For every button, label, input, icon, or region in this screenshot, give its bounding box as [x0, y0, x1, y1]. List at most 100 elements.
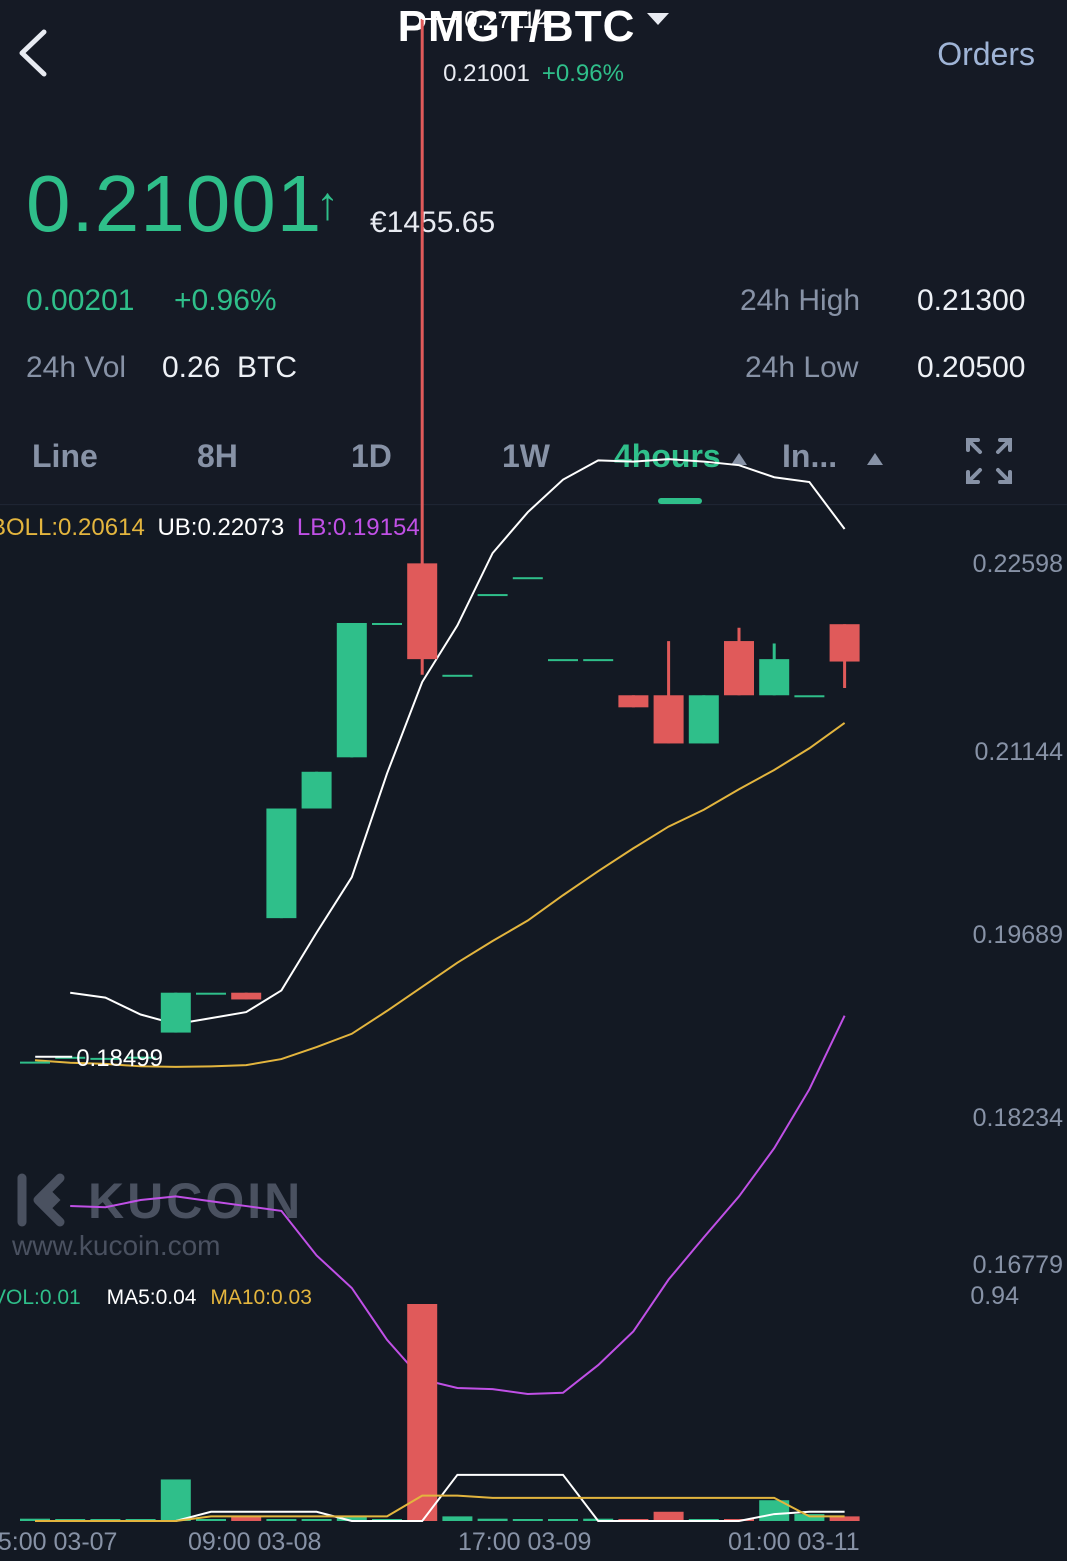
volume-bar: [196, 1519, 226, 1521]
ma10-value: MA10:0.03: [210, 1286, 312, 1309]
tab-8h[interactable]: 8H: [197, 438, 238, 474]
high-value: 0.21300: [917, 284, 1026, 317]
high-label: 24h High: [740, 284, 861, 317]
kucoin-logo-icon: [17, 1173, 65, 1227]
low-label: 24h Low: [745, 351, 859, 384]
volume-bar: [336, 1516, 367, 1521]
candle-body: [160, 992, 191, 1033]
price-axis-label: 0.19689: [972, 921, 1063, 949]
volume-axis-max: 0.94: [970, 1282, 1019, 1310]
min-price-marker: 0.18499: [76, 1045, 163, 1072]
price-axis-label: 0.16779: [972, 1251, 1063, 1279]
boll-value: BOLL:0.20614: [0, 514, 145, 541]
candle-body: [653, 695, 684, 744]
header-last-price: 0.21001: [443, 60, 530, 87]
orders-link[interactable]: Orders: [937, 36, 1035, 72]
tab-indicators[interactable]: In...: [782, 438, 884, 475]
low-value: 0.20500: [917, 351, 1026, 384]
interval-tabs: Line 8H 1D 1W 4hours In...: [0, 432, 1067, 505]
candle-body: [477, 594, 508, 597]
volume-bar: [160, 1479, 191, 1521]
tab-indicators-label: In...: [782, 438, 838, 474]
volume-label: 24h Vol: [26, 351, 127, 384]
candle-body: [266, 808, 297, 919]
volume-bar: [512, 1519, 543, 1521]
candle-body: [125, 1056, 156, 1059]
dropdown-caret-icon: [647, 13, 670, 25]
candle-body: [372, 622, 402, 625]
price-axis-label: 0.21144: [974, 738, 1063, 766]
fullscreen-icon[interactable]: [964, 436, 1014, 486]
tab-line[interactable]: Line: [32, 438, 98, 474]
time-axis-label: 17:00 03-09: [458, 1528, 592, 1556]
volume-ma10-line: [35, 1494, 845, 1522]
candle-body: [336, 622, 367, 758]
back-arrow-icon[interactable]: [14, 26, 54, 80]
tab-1d[interactable]: 1D: [351, 438, 392, 474]
vol-value: VOL:0.01: [0, 1286, 81, 1309]
candle-body: [196, 992, 226, 995]
change-percent: +0.96%: [174, 284, 277, 317]
tab-4hours-label: 4hours: [614, 438, 721, 474]
candle-body: [20, 1061, 50, 1064]
tab-1w[interactable]: 1W: [502, 438, 550, 474]
header-price-summary: 0.21001 +0.96%: [0, 60, 1067, 88]
volume-bar: [231, 1516, 262, 1521]
candle-body: [231, 992, 262, 1000]
candle-body: [301, 771, 332, 809]
top-bar: PMGT/BTC 0.21001 +0.96% Orders: [0, 0, 1067, 130]
change-absolute: 0.00201: [26, 284, 135, 317]
dropdown-triangle-icon: [867, 453, 884, 465]
candle-body: [583, 659, 614, 662]
watermark-url: www.kucoin.com: [12, 1230, 221, 1261]
header-change-pct: +0.96%: [541, 60, 624, 87]
fiat-price: €1455.65: [370, 206, 496, 239]
volume-bar: [794, 1514, 825, 1521]
volume-bar: [407, 1304, 438, 1521]
volume-bar: [266, 1519, 297, 1521]
volume-bar: [829, 1516, 860, 1521]
volume-value: 0.26 BTC: [162, 351, 298, 384]
pair-title: PMGT/BTC: [397, 2, 636, 51]
candle-body: [724, 641, 754, 696]
candle-body: [829, 624, 860, 662]
candle-body: [90, 1057, 121, 1060]
time-axis-label: 09:00 03-08: [188, 1528, 322, 1556]
chart-area[interactable]: [0, 506, 1067, 1561]
ub-value: UB:0.22073: [157, 514, 285, 541]
candle-body: [512, 577, 543, 580]
last-price: 0.21001: [26, 159, 323, 248]
volume-bar: [653, 1511, 684, 1521]
price-axis-label: 0.18234: [972, 1104, 1063, 1132]
candle-body: [794, 695, 825, 698]
candle-body: [407, 563, 438, 660]
volume-bar: [20, 1518, 50, 1521]
up-arrow-icon: ↑: [316, 177, 339, 229]
candle-body: [442, 674, 473, 677]
watermark-brand: KUCOIN: [88, 1173, 304, 1229]
ma5-value: MA5:0.04: [106, 1286, 197, 1309]
active-tab-indicator: [658, 498, 702, 504]
candle-body: [759, 659, 790, 696]
volume-bar: [477, 1518, 508, 1521]
candle-body: [618, 695, 649, 708]
time-axis-label: 05:00 03-07: [0, 1528, 118, 1556]
volume-bar: [442, 1516, 473, 1521]
boll-lower-band: [70, 1015, 846, 1395]
pair-selector[interactable]: PMGT/BTC: [0, 2, 1067, 52]
price-axis-label: 0.22598: [972, 550, 1063, 578]
lb-value: LB:0.19154: [296, 514, 420, 541]
kucoin-watermark: KUCOIN www.kucoin.com: [12, 1172, 300, 1261]
dropdown-triangle-icon: [730, 453, 747, 465]
volume-legend: VOL:0.01 MA5:0.04 MA10:0.03: [0, 1286, 312, 1310]
boll-legend: BOLL:0.20614 UB:0.22073 LB:0.19154: [0, 514, 420, 542]
time-axis-label: 01:00 03-11: [728, 1528, 860, 1556]
tab-4hours[interactable]: 4hours: [614, 438, 747, 475]
volume-bar: [301, 1519, 332, 1521]
max-price-marker: 0.27114: [464, 7, 549, 34]
candle-body: [548, 659, 578, 662]
candle-body: [688, 695, 719, 744]
boll-middle-band: [34, 722, 846, 1068]
boll-upper-band: [70, 458, 846, 1026]
